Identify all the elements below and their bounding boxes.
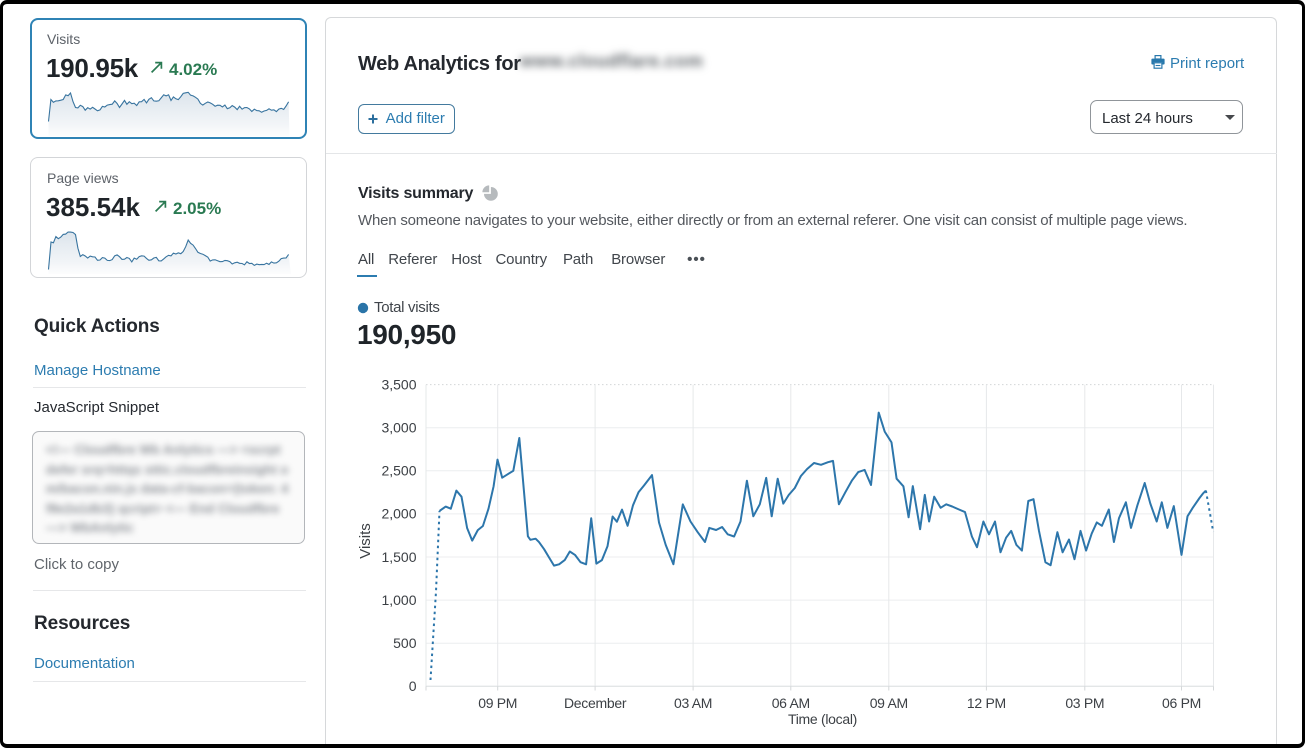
svg-text:12 PM: 12 PM [967, 695, 1006, 711]
svg-text:1,500: 1,500 [381, 549, 416, 565]
svg-text:December: December [564, 695, 627, 711]
svg-text:1,000: 1,000 [381, 592, 416, 608]
svg-text:09 AM: 09 AM [870, 695, 908, 711]
svg-text:03 PM: 03 PM [1065, 695, 1104, 711]
svg-text:2,500: 2,500 [381, 463, 416, 479]
svg-text:500: 500 [393, 635, 417, 651]
svg-text:Visits: Visits [357, 523, 374, 559]
svg-text:2,000: 2,000 [381, 506, 416, 522]
svg-text:0: 0 [409, 678, 417, 694]
svg-text:Time (local): Time (local) [788, 711, 857, 727]
svg-text:06 AM: 06 AM [772, 695, 810, 711]
svg-text:3,500: 3,500 [381, 376, 416, 392]
svg-text:3,000: 3,000 [381, 420, 416, 436]
svg-text:09 PM: 09 PM [478, 695, 517, 711]
svg-text:06 PM: 06 PM [1162, 695, 1201, 711]
svg-text:03 AM: 03 AM [674, 695, 712, 711]
